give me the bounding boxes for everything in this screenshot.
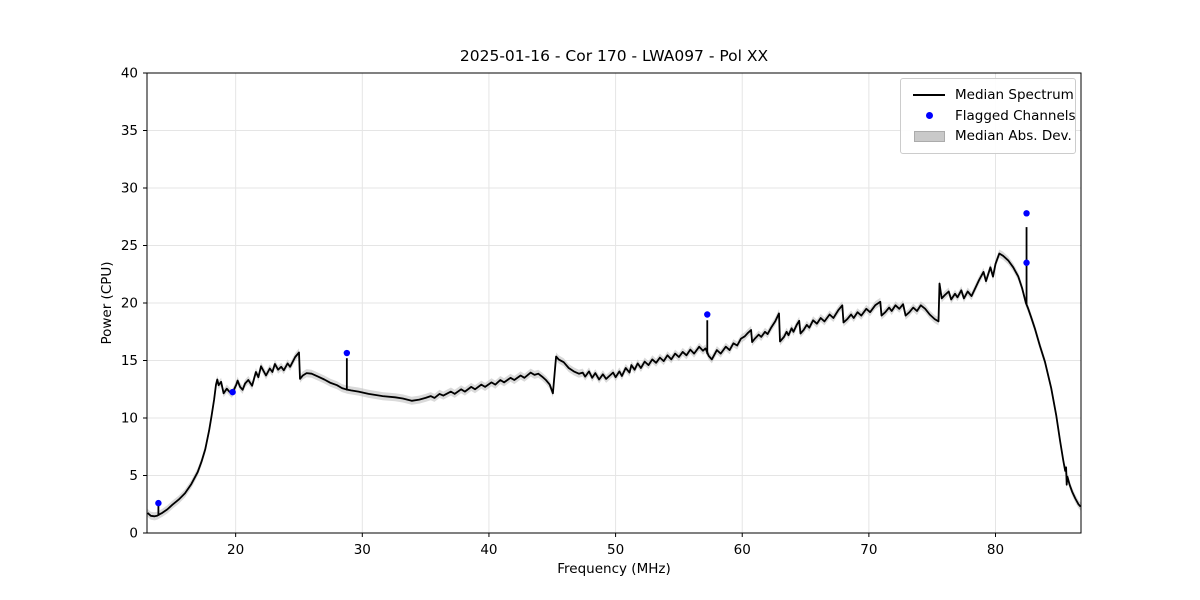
y-tick-label: 40 — [121, 66, 138, 82]
median-spectrum-line — [146, 252, 1082, 518]
x-axis-label: Frequency (MHz) — [557, 561, 671, 577]
legend-item-flagged-channels: Flagged Channels — [913, 106, 1076, 127]
y-axis-label: Power (CPU) — [99, 261, 115, 345]
legend-label-mad: Median Abs. Dev. — [955, 128, 1072, 145]
legend-item-mad: Median Abs. Dev. — [913, 126, 1072, 147]
x-tick-label: 50 — [607, 542, 624, 558]
y-tick-label: 0 — [129, 526, 138, 542]
legend-item-median-spectrum: Median Spectrum — [913, 85, 1074, 106]
legend-label-flagged-channels: Flagged Channels — [955, 107, 1076, 124]
x-tick-label: 30 — [354, 542, 371, 558]
y-tick-label: 20 — [121, 296, 138, 312]
flagged-channel-dot — [1023, 210, 1030, 217]
flagged-channel-dot — [1023, 259, 1030, 266]
mad-patch-sample — [913, 130, 945, 142]
y-tick-label: 15 — [121, 353, 138, 369]
median-line-sample — [913, 94, 945, 97]
flagged-dot-sample — [913, 112, 945, 120]
y-tick-label: 5 — [129, 468, 138, 484]
x-tick-label: 20 — [227, 542, 244, 558]
mad-band — [147, 249, 1081, 521]
legend: Median Spectrum Flagged Channels Median … — [900, 78, 1076, 154]
x-tick-label: 40 — [480, 542, 497, 558]
y-tick-label: 25 — [121, 238, 138, 254]
x-tick-label: 60 — [734, 542, 751, 558]
flagged-channel-dot — [343, 349, 351, 357]
y-tick-label: 10 — [121, 411, 138, 427]
flagged-channel-dot — [229, 388, 236, 396]
legend-label-median-spectrum: Median Spectrum — [955, 87, 1074, 104]
flagged-channel-dot — [704, 311, 711, 318]
plot-title: 2025-01-16 - Cor 170 - LWA097 - Pol XX — [459, 47, 769, 65]
x-tick-label: 70 — [860, 542, 877, 558]
flagged-channel-dot — [155, 499, 162, 507]
x-tick-label: 80 — [987, 542, 1004, 558]
y-tick-label: 35 — [121, 123, 138, 139]
y-tick-label: 30 — [121, 181, 138, 197]
